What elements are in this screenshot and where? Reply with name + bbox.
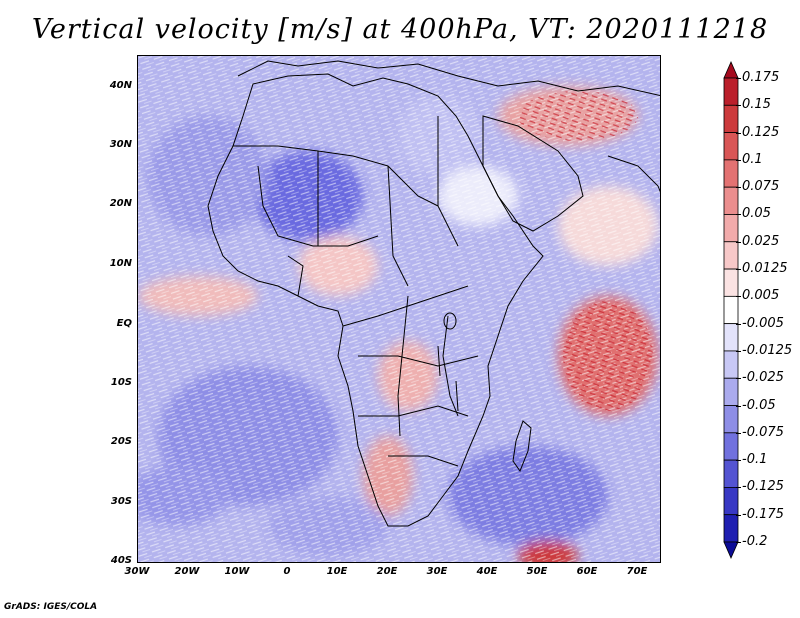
colorbar-tick	[736, 269, 741, 271]
colorbar-segment	[723, 159, 739, 188]
colorbar-segment	[723, 487, 739, 516]
colorbar-label: 0.005	[742, 288, 780, 304]
convective-area	[563, 301, 653, 411]
colorbar-segment	[723, 241, 739, 270]
colorbar-segment	[723, 459, 739, 488]
colorbar-segment	[723, 295, 739, 325]
colorbar-segment	[723, 132, 739, 161]
map-panel	[137, 55, 661, 563]
colorbar-tick	[736, 214, 741, 216]
colorbar-segment	[723, 61, 739, 79]
colorbar-tick	[736, 187, 741, 189]
lon-label-30w: 30W	[124, 566, 150, 577]
lat-label-40n: 40N	[109, 80, 132, 91]
lat-label-10n: 10N	[109, 258, 132, 269]
lon-label-20e: 20E	[376, 566, 398, 577]
colorbar-tick	[736, 487, 741, 489]
colorbar-label: -0.0125	[742, 342, 793, 358]
colorbar-label: 0.075	[742, 179, 780, 195]
colorbar-label: 0.125	[742, 124, 780, 140]
colorbar-label: -0.05	[742, 397, 776, 413]
colorbar-tick	[736, 78, 741, 79]
colorbar-segment	[723, 104, 739, 133]
lon-label-10w: 10W	[224, 566, 250, 577]
colorbar-label: -0.1	[742, 452, 768, 468]
colorbar-segment	[723, 77, 739, 106]
lat-label-30n: 30N	[109, 139, 132, 150]
colorbar-segment	[723, 405, 739, 434]
colorbar-tick	[736, 323, 741, 325]
colorbar-label: 0.05	[742, 206, 771, 222]
colorbar-segment	[723, 377, 739, 406]
colorbar-segment	[723, 268, 739, 297]
lon-label-40e: 40E	[476, 566, 498, 577]
colorbar-label: -0.075	[742, 424, 784, 440]
map-title: Vertical velocity [m/s] at 400hPa, VT: 2…	[31, 14, 769, 45]
colorbar-segment	[723, 514, 739, 543]
lat-label-30s: 30S	[110, 496, 132, 507]
colorbar-tick	[736, 159, 741, 161]
colorbar-label: -0.2	[742, 534, 768, 549]
lon-label-30e: 30E	[426, 566, 448, 577]
colorbar-tick	[736, 132, 741, 134]
lat-label-40s: 40S	[110, 555, 132, 566]
colorbar-label: 0.15	[742, 97, 771, 113]
lat-label-eq: EQ	[116, 318, 132, 329]
lon-label-0: 0	[283, 566, 291, 577]
lon-label-60e: 60E	[576, 566, 598, 577]
colorbar-tick	[736, 241, 741, 243]
colorbar-label: -0.175	[742, 506, 784, 522]
lon-label-20w: 20W	[174, 566, 200, 577]
lakes	[437, 312, 459, 412]
colorbar-label: 0.175	[742, 70, 780, 85]
colorbar-label: -0.025	[742, 370, 784, 386]
lon-label-70e: 70E	[626, 566, 648, 577]
colorbar-tick	[736, 405, 741, 407]
colorbar-label: 0.1	[742, 151, 763, 167]
lat-label-10s: 10S	[110, 377, 132, 388]
colorbar-tick	[736, 105, 741, 107]
footer-credit: GrADS: IGES/COLA	[4, 602, 98, 612]
colorbar-segment	[723, 186, 739, 215]
colorbar-segment	[723, 541, 739, 559]
colorbar-tick	[736, 296, 741, 298]
lat-label-20s: 20S	[110, 436, 132, 447]
colorbar-segment	[723, 432, 739, 461]
lon-label-10e: 10E	[326, 566, 348, 577]
colorbar-tick	[736, 350, 741, 352]
convective-area-north	[518, 91, 638, 141]
colorbar-tick	[736, 432, 741, 434]
lat-label-20n: 20N	[109, 198, 132, 209]
colorbar-segment	[723, 350, 739, 379]
colorbar-label: 0.0125	[742, 261, 788, 277]
colorbar-label: -0.125	[742, 479, 784, 495]
colorbar-segment	[723, 214, 739, 243]
colorbar-tick	[736, 378, 741, 380]
coastlines	[207, 60, 660, 527]
lon-label-50e: 50E	[526, 566, 548, 577]
colorbar	[723, 61, 739, 559]
colorbar-tick	[736, 460, 741, 462]
colorbar-tick	[736, 542, 741, 543]
vertical-velocity-map	[138, 56, 660, 562]
colorbar-tick	[736, 514, 741, 516]
colorbar-label: 0.025	[742, 233, 780, 249]
colorbar-segment	[723, 323, 739, 352]
colorbar-label: -0.005	[742, 315, 784, 331]
